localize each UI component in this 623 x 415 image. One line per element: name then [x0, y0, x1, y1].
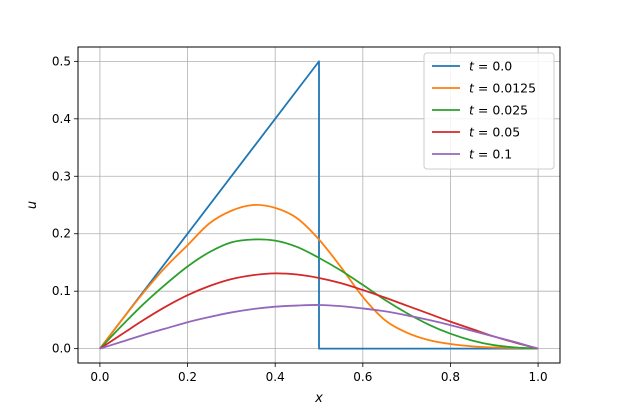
legend-entry-2: t = 0.025: [469, 103, 528, 118]
y-axis-ticks: 0.0 0.1 0.2 0.3 0.4 0.5: [52, 54, 78, 356]
legend-value: = 0.1: [478, 147, 512, 162]
x-axis-ticks: 0.0 0.2 0.4 0.6 0.8 1.0: [90, 363, 548, 384]
legend-value: = 0.0125: [478, 81, 536, 96]
y-axis-label: u: [25, 201, 40, 209]
legend-variable: t: [469, 103, 475, 118]
series-line-1: [99, 203, 539, 350]
x-tick-label: 0.0: [90, 370, 109, 384]
series-line-2: [99, 238, 539, 350]
y-tick-label: 0.4: [52, 112, 71, 126]
legend-variable: t: [469, 147, 475, 162]
x-tick-label: 0.2: [178, 370, 197, 384]
x-tick-label: 1.0: [529, 370, 548, 384]
legend-entry-4: t = 0.1: [469, 147, 512, 162]
x-tick-label: 0.4: [266, 370, 285, 384]
legend-value: = 0.0: [478, 59, 512, 74]
legend-variable: t: [469, 125, 475, 140]
legend-entry-0: t = 0.0: [469, 59, 512, 74]
series-line-0: [99, 60, 539, 350]
legend-box: [423, 52, 555, 170]
x-tick-label: 0.6: [353, 370, 372, 384]
x-tick-label: 0.8: [441, 370, 460, 384]
series-lines: [99, 60, 539, 350]
legend-entry-3: t = 0.05: [469, 125, 520, 140]
x-axis-label: x: [314, 391, 323, 406]
legend-value: = 0.025: [478, 103, 528, 118]
y-tick-label: 0.0: [52, 342, 71, 356]
y-tick-label: 0.2: [52, 227, 71, 241]
legend-entry-1: t = 0.0125: [469, 81, 536, 96]
legend-variable: t: [469, 59, 475, 74]
y-tick-label: 0.3: [52, 169, 71, 183]
series-line-3: [99, 272, 539, 350]
y-tick-label: 0.1: [52, 284, 71, 298]
legend-value: = 0.05: [478, 125, 520, 140]
y-tick-label: 0.5: [52, 54, 71, 68]
legend-variable: t: [469, 81, 475, 96]
series-line-4: [99, 304, 539, 350]
axes-frame: [77, 46, 561, 364]
